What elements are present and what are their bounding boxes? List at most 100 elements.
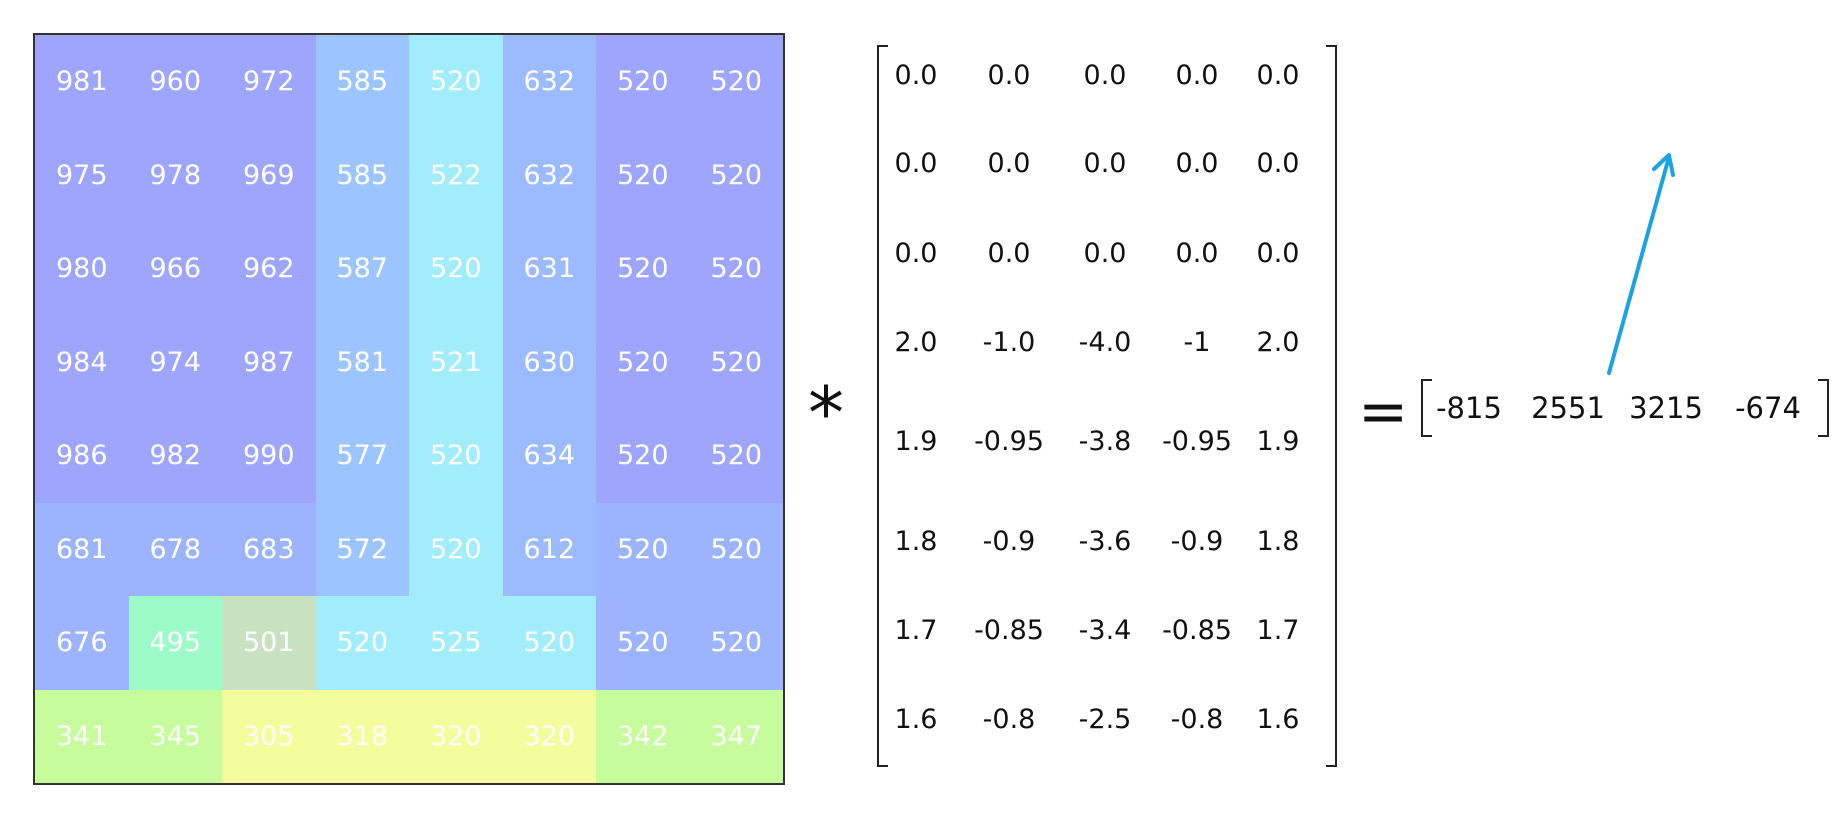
kernel-cell: 0.0 (1175, 148, 1219, 179)
kernel-cell: -1.0 (982, 327, 1036, 358)
grid-cell: 587 (315, 222, 409, 316)
grid-cell: 581 (315, 315, 409, 409)
grid-cell: 631 (502, 222, 596, 316)
grid-cell: 681 (35, 502, 129, 596)
grid-cell: 982 (128, 409, 222, 503)
kernel-left-bracket (877, 45, 888, 767)
kernel-cell: -0.85 (1162, 615, 1232, 646)
convolution-operator: * (808, 371, 844, 455)
kernel-cell: 0.0 (1256, 60, 1300, 91)
kernel-matrix-brackets (877, 45, 1337, 767)
kernel-cell: -3.4 (1078, 615, 1132, 646)
kernel-cell: 0.0 (1175, 238, 1219, 269)
grid-cell: 318 (315, 689, 409, 783)
grid-cell: 630 (502, 315, 596, 409)
kernel-cell: 0.0 (1083, 238, 1127, 269)
grid-cell: 345 (128, 689, 222, 783)
equals-sign: = (1358, 377, 1409, 447)
grid-cell: 585 (315, 128, 409, 222)
grid-cell: 520 (689, 128, 783, 222)
kernel-cell: 1.7 (894, 615, 938, 646)
kernel-cell: -0.8 (1170, 704, 1224, 735)
grid-cell: 962 (222, 222, 316, 316)
kernel-cell: 1.9 (1256, 426, 1300, 457)
kernel-cell: 1.7 (1256, 615, 1300, 646)
grid-cell: 495 (128, 596, 222, 690)
grid-cell: 520 (689, 315, 783, 409)
result-vector-brackets (1421, 379, 1829, 437)
grid-cell: 520 (409, 35, 503, 129)
grid-cell: 520 (596, 502, 690, 596)
result-cell: 3215 (1629, 391, 1703, 425)
result-cell: -674 (1735, 391, 1801, 425)
grid-cell: 960 (128, 35, 222, 129)
grid-cell: 981 (35, 35, 129, 129)
grid-cell: 520 (689, 222, 783, 316)
grid-cell: 520 (315, 596, 409, 690)
grid-cell: 501 (222, 596, 316, 690)
grid-cell: 520 (596, 222, 690, 316)
grid-cell: 520 (689, 409, 783, 503)
grid-cell: 966 (128, 222, 222, 316)
grid-cell: 342 (596, 689, 690, 783)
grid-cell: 676 (35, 596, 129, 690)
grid-cell: 520 (689, 596, 783, 690)
grid-cell: 612 (502, 502, 596, 596)
kernel-cell: 0.0 (894, 238, 938, 269)
kernel-cell: -3.8 (1078, 426, 1132, 457)
kernel-cell: -3.6 (1078, 526, 1132, 557)
input-grid: 981 960 972 585 520 632 520 520 975 978 969 585 522 6… (33, 33, 785, 785)
grid-cell: 320 (409, 689, 503, 783)
kernel-cell: 0.0 (987, 60, 1031, 91)
result-cell: 2551 (1531, 391, 1605, 425)
kernel-cell: 0.0 (894, 148, 938, 179)
grid-cell: 572 (315, 502, 409, 596)
kernel-cell: 0.0 (894, 60, 938, 91)
grid-cell: 990 (222, 409, 316, 503)
kernel-cell: 1.8 (1256, 526, 1300, 557)
grid-cell: 577 (315, 409, 409, 503)
grid-cell: 305 (222, 689, 316, 783)
grid-cell: 975 (35, 128, 129, 222)
result-right-bracket (1818, 379, 1829, 437)
kernel-cell: 0.0 (987, 148, 1031, 179)
grid-cell: 341 (35, 689, 129, 783)
kernel-cell: -0.9 (1170, 526, 1224, 557)
kernel-cell: 0.0 (1083, 60, 1127, 91)
grid-cell: 978 (128, 128, 222, 222)
grid-cell: 520 (596, 128, 690, 222)
result-left-bracket (1421, 379, 1432, 437)
grid-cell: 525 (409, 596, 503, 690)
kernel-cell: 2.0 (894, 327, 938, 358)
kernel-cell: -0.9 (982, 526, 1036, 557)
grid-cell: 520 (596, 35, 690, 129)
kernel-right-bracket (1326, 45, 1337, 767)
kernel-cell: -0.95 (1162, 426, 1232, 457)
grid-cell: 520 (409, 222, 503, 316)
grid-cell: 520 (689, 35, 783, 129)
grid-cell: 520 (596, 596, 690, 690)
kernel-cell: 2.0 (1256, 327, 1300, 358)
kernel-cell: 1.9 (894, 426, 938, 457)
kernel-cell: -0.85 (974, 615, 1044, 646)
result-cell: -815 (1436, 391, 1502, 425)
result-vector: -815 2551 3215 -674 (1420, 378, 1830, 438)
grid-cell: 632 (502, 35, 596, 129)
kernel-cell: 1.6 (1256, 704, 1300, 735)
grid-cell: 585 (315, 35, 409, 129)
kernel-cell: 0.0 (987, 238, 1031, 269)
grid-cell: 320 (502, 689, 596, 783)
grid-cell: 521 (409, 315, 503, 409)
grid-cell: 522 (409, 128, 503, 222)
grid-cell: 683 (222, 502, 316, 596)
grid-cell: 520 (596, 315, 690, 409)
kernel-cell: 0.0 (1175, 60, 1219, 91)
grid-cell: 987 (222, 315, 316, 409)
grid-cell: 347 (689, 689, 783, 783)
grid-cell: 972 (222, 35, 316, 129)
kernel-cell: -0.95 (974, 426, 1044, 457)
grid-cell: 634 (502, 409, 596, 503)
grid-cell: 520 (596, 409, 690, 503)
grid-cell: 986 (35, 409, 129, 503)
